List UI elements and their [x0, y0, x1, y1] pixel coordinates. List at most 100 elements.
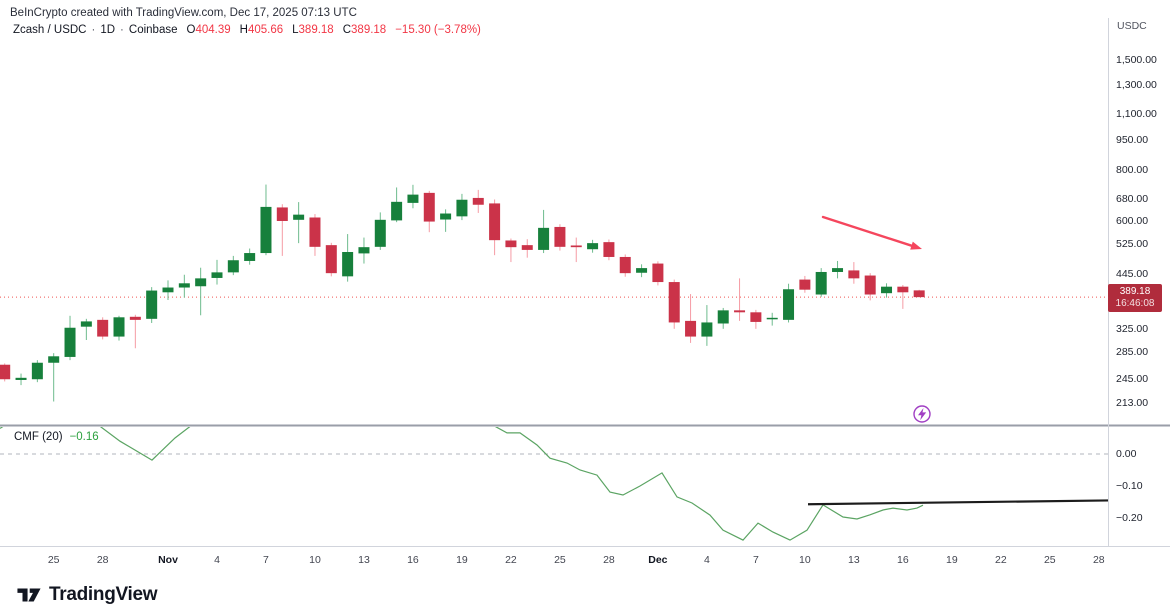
symbol-legend[interactable]: Zcash / USDC · 1D · Coinbase O404.39 H405.66 L3… [13, 24, 481, 36]
time-tick: 13 [358, 554, 370, 566]
candle-body [538, 227, 550, 250]
indicator-value: −0.16 [69, 431, 99, 443]
candle-body [521, 245, 533, 250]
time-tick: Nov [158, 554, 178, 566]
candle-body [48, 356, 60, 363]
time-tick: 13 [848, 554, 860, 566]
candle-body [734, 310, 746, 313]
candle-body [146, 290, 158, 319]
candle-body [766, 317, 778, 320]
time-tick: 19 [456, 554, 468, 566]
candle-body [195, 278, 207, 287]
candle-body [227, 260, 239, 273]
candle-body [423, 192, 435, 222]
candle-body [162, 287, 174, 293]
candle-body [178, 283, 190, 288]
time-tick: Dec [648, 554, 668, 566]
candle-body [668, 282, 680, 323]
exchange-label[interactable]: Coinbase [128, 24, 178, 36]
price-tick: 525.00 [1116, 238, 1149, 251]
ohlc-low: L389.18 [292, 24, 334, 36]
time-tick: 10 [799, 554, 811, 566]
candle-body [129, 316, 141, 320]
time-tick: 4 [214, 554, 220, 566]
candle-body [701, 322, 713, 337]
attribution-text: BeInCrypto created with TradingView.com,… [10, 7, 357, 19]
last-price-badge: 389.18 16:46:08 [1108, 284, 1162, 313]
candle-body [619, 256, 631, 274]
time-tick: 19 [945, 554, 958, 566]
legend-separator: · [91, 24, 96, 36]
candle-body [211, 272, 223, 278]
time-tick: 7 [752, 554, 759, 566]
candle-body [358, 247, 370, 254]
time-tick: 10 [309, 554, 321, 566]
candle-body [244, 253, 256, 261]
time-tick: 4 [703, 554, 710, 566]
candle-body [97, 319, 109, 337]
candle-body [636, 268, 648, 273]
time-tick: 28 [96, 554, 109, 566]
candle-body [832, 268, 844, 272]
candle-body [489, 203, 501, 241]
tradingview-logo[interactable]: TradingView [16, 584, 158, 606]
cmf-line [0, 427, 924, 541]
candle-body [799, 279, 811, 290]
candle-body [717, 310, 729, 324]
candle-body [80, 321, 92, 327]
candle-body [456, 199, 468, 217]
candle-body [881, 286, 893, 294]
candle-body [815, 271, 827, 295]
down-arrow-annotation[interactable] [821, 215, 917, 249]
indicator-legend[interactable]: CMF (20) −0.16 [14, 431, 99, 443]
candle-body [685, 320, 697, 337]
price-tick: 285.00 [1116, 345, 1149, 358]
candle-body [652, 263, 664, 283]
candle-body [260, 206, 272, 254]
indicator-tick: −0.10 [1116, 480, 1143, 492]
candle-body [31, 362, 43, 380]
price-tick: 600.00 [1116, 214, 1149, 227]
time-tick: 28 [603, 554, 615, 566]
candle-body [864, 275, 876, 295]
time-tick: 16 [897, 554, 909, 566]
symbol-title[interactable]: Zcash / USDC [13, 24, 87, 36]
ohlc-open: O404.39 [186, 24, 231, 36]
price-axis-currency: USDC [1117, 20, 1147, 32]
time-tick: 25 [554, 554, 566, 566]
last-price-value: 389.18 [1119, 286, 1151, 298]
candle-body [603, 242, 615, 257]
indicator-name[interactable]: CMF (20) [14, 431, 63, 443]
indicator-tick: 0.00 [1116, 448, 1137, 460]
candle-body [848, 270, 860, 279]
cmf-trendline-annotation[interactable] [807, 499, 1110, 506]
candle-body [407, 194, 419, 203]
ohlc-high: H405.66 [239, 24, 284, 36]
candle-body [342, 251, 354, 277]
candle-body [293, 214, 305, 220]
candle-body [113, 317, 125, 337]
time-tick: 7 [263, 554, 269, 566]
candle-body [309, 217, 321, 247]
time-tick: 28 [1092, 554, 1105, 566]
ohlc-close: C389.18 [342, 24, 387, 36]
time-tick: 22 [505, 554, 517, 566]
candle-body [570, 245, 582, 248]
legend-separator: · [120, 24, 124, 36]
candle-body [750, 312, 762, 322]
bar-countdown: 16:46:08 [1115, 298, 1155, 310]
interval-label[interactable]: 1D [100, 24, 116, 36]
price-tick: 1,500.00 [1116, 53, 1157, 66]
price-tick: 213.00 [1116, 397, 1149, 410]
candle-body [391, 201, 403, 221]
candle-body [472, 197, 484, 205]
candle-body [276, 207, 288, 221]
tradingview-logo-text: TradingView [49, 584, 158, 605]
indicator-tick: −0.20 [1116, 512, 1143, 524]
candle-body [783, 289, 795, 320]
candle-body [440, 213, 452, 220]
price-tick: 950.00 [1116, 134, 1149, 147]
price-tick: 325.00 [1116, 322, 1149, 335]
